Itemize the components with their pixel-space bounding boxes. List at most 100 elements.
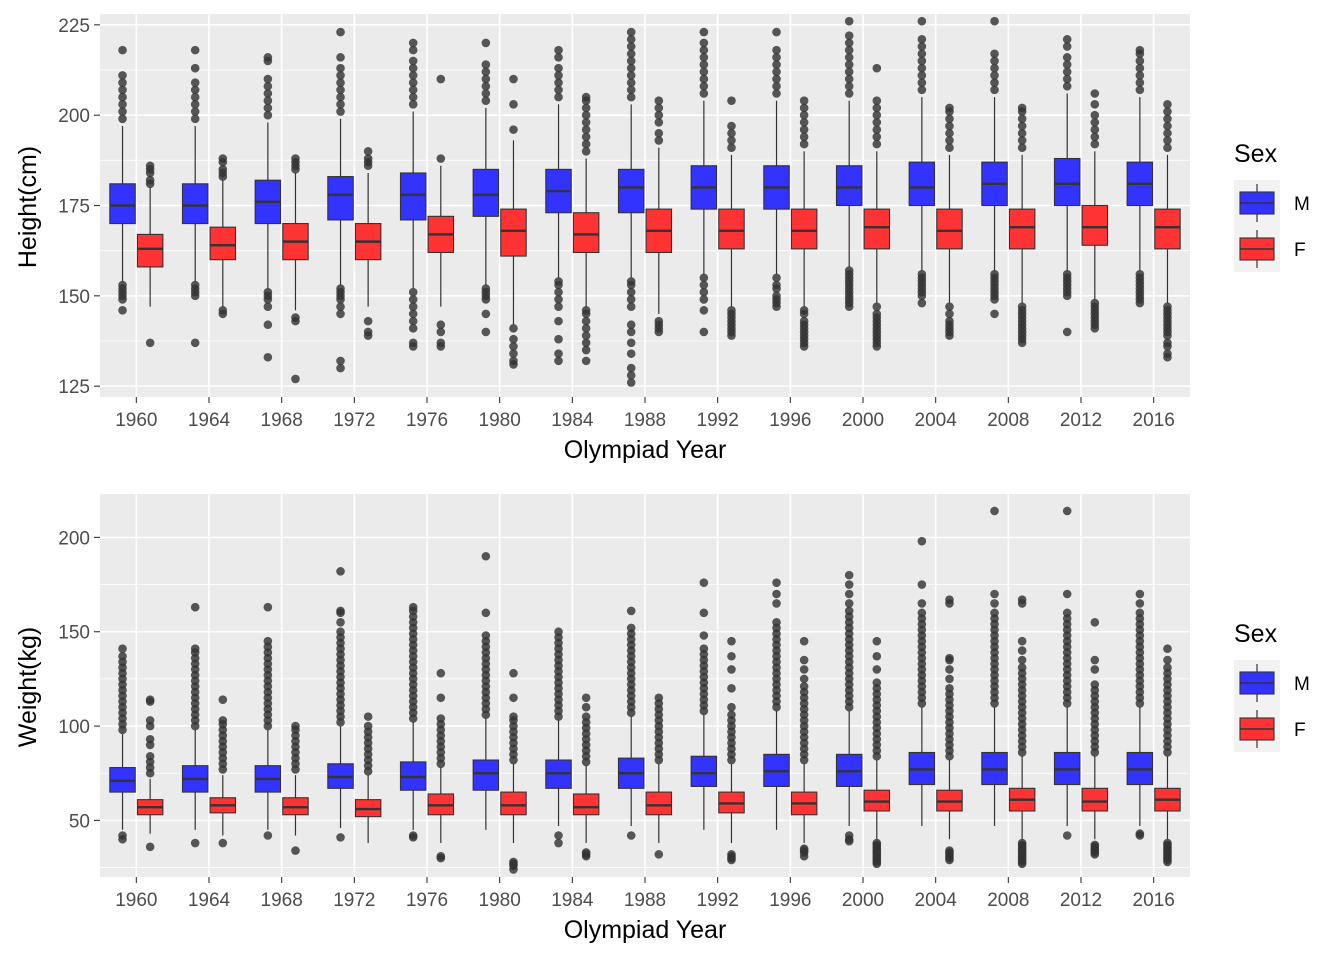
outlier-point [917, 78, 927, 87]
outlier-point [581, 147, 591, 156]
outlier-point [945, 665, 954, 674]
outlier-point [218, 305, 228, 315]
outlier-point [727, 121, 736, 131]
outlier-point [626, 56, 636, 66]
weight-x-tick-label: 1996 [769, 890, 811, 911]
outlier-point [844, 599, 854, 608]
outlier-point [1062, 506, 1072, 516]
outlier-point [408, 602, 418, 612]
outlier-point [727, 143, 736, 152]
iqr-box [936, 208, 963, 250]
outlier-point [408, 309, 418, 319]
outlier-point [1090, 125, 1100, 134]
outlier-point [554, 356, 563, 366]
iqr-box [1081, 204, 1109, 246]
outlier-point [990, 71, 999, 80]
outlier-point [118, 100, 127, 109]
outlier-point [945, 143, 954, 152]
weight-panel: 50 100 150 200 1960 1964 1968 1972 1976 1980 1984 1… [14, 494, 1310, 944]
outlier-point [654, 850, 664, 859]
iqr-box [572, 793, 600, 816]
outlier-point [118, 45, 127, 55]
outlier-point [1062, 608, 1072, 618]
weight-box-male-2016 [1126, 589, 1154, 840]
outlier-point [772, 589, 781, 599]
outlier-point [654, 103, 664, 113]
outlier-point [336, 309, 345, 319]
height-box-male-2004 [908, 16, 936, 308]
weight-box-female-1976 [427, 668, 455, 863]
outlier-point [1017, 114, 1027, 124]
weight-box-male-1996 [763, 578, 790, 830]
outlier-point [581, 848, 591, 857]
outlier-point [654, 96, 664, 106]
outlier-point [844, 606, 854, 616]
outlier-point [844, 38, 854, 48]
outlier-point [626, 63, 636, 73]
iqr-box [1081, 787, 1109, 812]
outlier-point [509, 712, 518, 721]
weight-x-axis-title: Olympiad Year [564, 916, 727, 944]
weight-box-male-1964 [181, 602, 209, 848]
outlier-point [872, 63, 882, 73]
outlier-point [1062, 42, 1072, 51]
height-x-tick-label: 1960 [115, 410, 157, 431]
iqr-box [835, 165, 863, 207]
outlier-point [1090, 840, 1100, 850]
outlier-point [844, 81, 854, 91]
weight-x-tick-label: 1968 [261, 890, 303, 911]
height-y-tick-label: 175 [58, 197, 90, 218]
outlier-point [1017, 595, 1027, 604]
weight-box-female-1964 [209, 695, 237, 848]
outlier-point [1090, 617, 1100, 627]
outlier-point [408, 85, 418, 95]
outlier-point [872, 139, 882, 149]
outlier-point [436, 714, 446, 723]
outlier-point [727, 305, 736, 315]
weight-box-male-2004 [908, 536, 936, 827]
outlier-point [263, 110, 273, 120]
outlier-point [945, 136, 954, 145]
outlier-point [945, 128, 954, 138]
outlier-point [145, 338, 155, 348]
outlier-point [190, 107, 200, 116]
outlier-point [118, 114, 127, 124]
weight-x-tick-label: 2008 [987, 890, 1029, 911]
outlier-point [699, 578, 709, 587]
weight-box-female-2016 [1154, 644, 1181, 867]
outlier-point [336, 627, 345, 637]
outlier-point [554, 92, 563, 102]
weight-box-male-1988 [617, 606, 645, 840]
height-x-tick-label: 1972 [333, 410, 375, 431]
outlier-point [263, 602, 273, 612]
outlier-point [118, 78, 127, 87]
outlier-point [263, 103, 273, 113]
outlier-point [408, 831, 418, 840]
outlier-point [772, 578, 781, 587]
outlier-point [581, 118, 591, 127]
outlier-point [190, 100, 200, 109]
outlier-point [699, 60, 709, 69]
weight-legend-title: Sex [1234, 620, 1278, 648]
outlier-point [263, 320, 273, 330]
outlier-point [1135, 63, 1145, 73]
outlier-point [626, 42, 636, 51]
outlier-point [1163, 136, 1172, 145]
outlier-point [436, 320, 446, 330]
height-box-male-2008 [981, 16, 1008, 319]
outlier-point [844, 53, 854, 62]
outlier-point [626, 338, 636, 348]
outlier-point [727, 96, 736, 106]
outlier-point [118, 71, 127, 80]
outlier-point [1017, 655, 1027, 665]
outlier-point [481, 74, 491, 84]
outlier-point [263, 352, 273, 362]
outlier-point [218, 716, 228, 725]
outlier-point [699, 305, 709, 315]
outlier-point [945, 684, 954, 693]
outlier-point [727, 136, 736, 145]
outlier-point [799, 132, 809, 142]
outlier-point [626, 295, 636, 304]
outlier-point [699, 608, 709, 618]
